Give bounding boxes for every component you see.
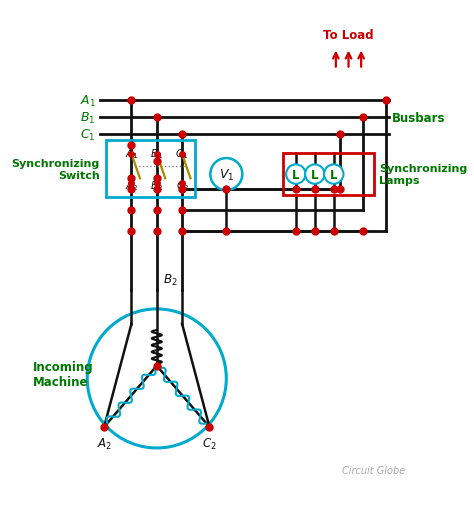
Text: Incoming
Machine: Incoming Machine: [33, 360, 93, 388]
Text: $A_1$: $A_1$: [125, 148, 138, 161]
Circle shape: [305, 165, 325, 184]
Text: Synchronizing
Switch: Synchronizing Switch: [12, 159, 100, 180]
Circle shape: [324, 165, 344, 184]
Circle shape: [210, 159, 242, 191]
Text: $C_1$: $C_1$: [80, 127, 96, 143]
Text: Circuit Globe: Circuit Globe: [342, 465, 405, 475]
Text: L: L: [311, 168, 319, 181]
Text: $B_2$: $B_2$: [150, 179, 163, 193]
Text: Busbars: Busbars: [392, 111, 446, 124]
Text: To Load: To Load: [323, 30, 374, 42]
Text: $C_1$: $C_1$: [175, 148, 189, 161]
Circle shape: [87, 309, 226, 448]
Text: Synchronizing
Lamps: Synchronizing Lamps: [379, 164, 467, 185]
Text: $B_2$: $B_2$: [163, 272, 178, 288]
Bar: [283, 154, 374, 196]
Text: $C_2$: $C_2$: [175, 179, 189, 193]
Text: L: L: [292, 168, 300, 181]
Text: $A_2$: $A_2$: [97, 436, 112, 451]
Text: $V_1$: $V_1$: [219, 167, 234, 182]
Text: $A_1$: $A_1$: [80, 94, 96, 109]
Bar: [106, 141, 195, 198]
Text: L: L: [330, 168, 337, 181]
Text: $B_1$: $B_1$: [150, 148, 164, 161]
Text: $C_2$: $C_2$: [202, 436, 217, 451]
Circle shape: [286, 165, 306, 184]
Text: $A_2$: $A_2$: [125, 179, 138, 193]
Text: $B_1$: $B_1$: [81, 110, 96, 126]
